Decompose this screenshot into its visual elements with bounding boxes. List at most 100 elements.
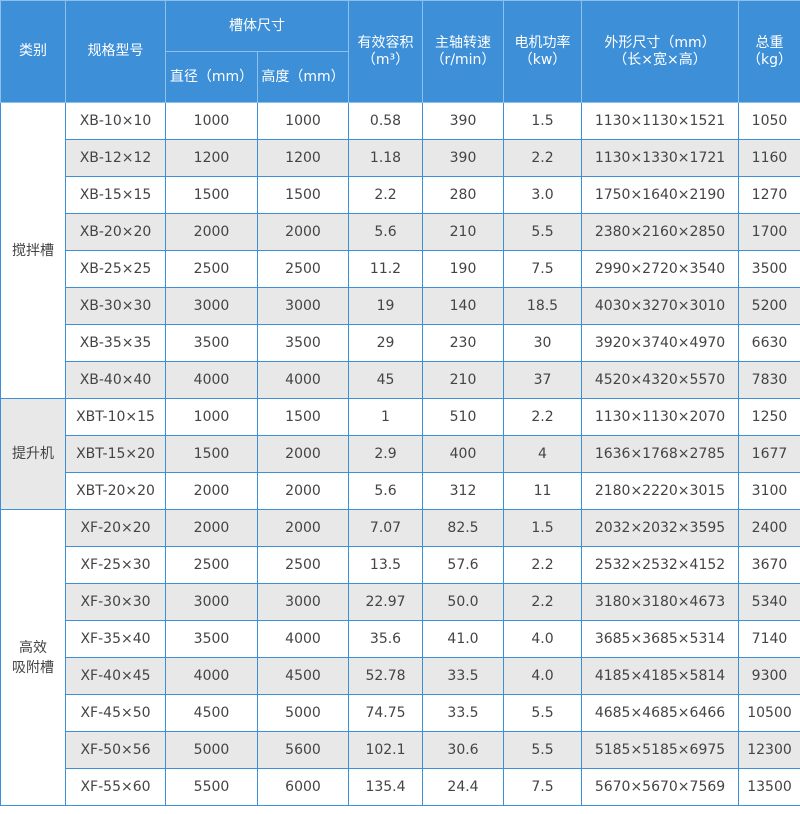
header-cell: 总重 （kg） [738,0,800,103]
table-cell: 1.5 [503,509,582,547]
table-row: XB-40×40 4000 4000 45 210 37 4520×4320×5570 783… [1,361,800,399]
table-row: XF-55×60 5500 6000 135.4 24.4 7.5 5670×5670×75… [1,768,800,806]
table-cell: 190 [422,250,504,288]
category-text: 吸附槽 [12,659,54,676]
category-text: 高效 [19,639,47,656]
table-cell: 1 [348,398,423,436]
table-cell: 3000 [165,583,258,621]
table-cell: XF-50×56 [65,731,166,769]
table-cell: 4030×3270×3010 [581,287,739,325]
table-cell: XB-12×12 [65,139,166,177]
category-text: 搅拌槽 [12,242,54,259]
table-cell: 30.6 [422,731,504,769]
table-cell: 18.5 [503,287,582,325]
header-text: 类别 [19,43,47,59]
table-row: XB-30×30 3000 3000 19 140 18.5 4030×3270×3010 5… [1,287,800,325]
table-cell: 2500 [165,250,258,288]
category-cell: 高效 吸附槽 [0,509,66,806]
table-cell: 1.18 [348,139,423,177]
table-cell: 2032×2032×3595 [581,509,739,547]
table-cell: 5670×5670×7569 [581,768,739,806]
header-text: 规格型号 [87,43,144,59]
table-cell: XF-25×30 [65,546,166,584]
table-cell: 2.2 [503,583,582,621]
table-cell: 1000 [257,102,349,140]
table-cell: 4500 [257,657,349,695]
header-text: （r/min） [430,51,496,68]
table-cell: 9300 [738,657,800,695]
table-cell: 5600 [257,731,349,769]
header-text: 外形尺寸（mm） [604,34,716,51]
table-cell: 3685×3685×5314 [581,620,739,658]
table-row: XF-35×40 3500 4000 35.6 41.0 4.0 3685×3685×531… [1,620,800,658]
header-text: （m³） [361,51,410,68]
table-row: 搅拌槽 XB-10×10 1000 1000 0.58 390 1.5 1130×1130×1… [0,102,800,399]
table-cell: 37 [503,361,582,399]
table-cell: 3100 [738,472,800,510]
table-cell: 5000 [165,731,258,769]
table-cell: 22.97 [348,583,423,621]
table-cell: XF-55×60 [65,768,166,806]
table-cell: 4685×4685×6466 [581,694,739,732]
table-cell: 1050 [738,102,800,140]
table-cell: 1500 [257,176,349,214]
table-cell: 3500 [165,620,258,658]
table-row: 提升机 XBT-10×15 1000 1500 1 510 2.2 1130×1130×207… [0,398,800,510]
table-cell: 1700 [738,213,800,251]
table-cell: 400 [422,435,504,473]
table-cell: 3500 [738,250,800,288]
table-cell: 5185×5185×6975 [581,731,739,769]
table-cell: 2500 [257,546,349,584]
header-cell: 槽体尺寸 [165,0,349,52]
table-cell: 1130×1130×1521 [581,102,739,140]
table-cell: 2380×2160×2850 [581,213,739,251]
table-row: XBT-15×20 1500 2000 2.9 400 4 1636×1768×2785 16… [1,435,800,473]
table-cell: 6000 [257,768,349,806]
header-text: 总重 [755,34,784,51]
table-cell: 210 [422,213,504,251]
table-cell: 5.6 [348,472,423,510]
table-cell: 510 [422,398,504,436]
table-header: 类别 规格型号 槽体尺寸 有效容积 （m³） 主轴转速 （r/min） 电机功率 （k… [0,0,800,103]
table-cell: 4.0 [503,657,582,695]
table-cell: 19 [348,287,423,325]
table-cell: 7.07 [348,509,423,547]
table-cell: XF-20×20 [65,509,166,547]
header-cell: 高度（mm） [257,51,349,103]
table-cell: 2000 [165,509,258,547]
table-cell: 3670 [738,546,800,584]
table-cell: XB-20×20 [65,213,166,251]
header-cell: 直径（mm） [165,51,258,103]
header-cell: 类别 [0,0,66,103]
table-cell: 7.5 [503,768,582,806]
table-cell: 4000 [257,620,349,658]
table-cell: 2000 [165,472,258,510]
table-cell: 312 [422,472,504,510]
table-cell: XF-35×40 [65,620,166,658]
table-cell: 2.9 [348,435,423,473]
table-cell: 2000 [257,213,349,251]
table-cell: 1750×1640×2190 [581,176,739,214]
table-cell: XB-15×15 [65,176,166,214]
header-cell: 电机功率 （kw） [503,0,582,103]
table-cell: 3000 [257,583,349,621]
table-cell: 210 [422,361,504,399]
table-cell: 5.5 [503,694,582,732]
table-cell: 102.1 [348,731,423,769]
table-cell: 2000 [257,472,349,510]
table-cell: 52.78 [348,657,423,695]
header-text: 主轴转速 [435,34,491,51]
table-cell: 1250 [738,398,800,436]
table-cell: 5000 [257,694,349,732]
table-cell: 390 [422,139,504,177]
table-cell: 7140 [738,620,800,658]
table-row: XBT-20×20 2000 2000 5.6 312 11 2180×2220×3015 3… [1,472,800,510]
table-cell: 4000 [257,361,349,399]
table-cell: 5.5 [503,213,582,251]
table-cell: 5200 [738,287,800,325]
table-cell: XF-40×45 [65,657,166,695]
table-cell: 1130×1330×1721 [581,139,739,177]
table-cell: 280 [422,176,504,214]
header-cell: 有效容积 （m³） [348,0,423,103]
